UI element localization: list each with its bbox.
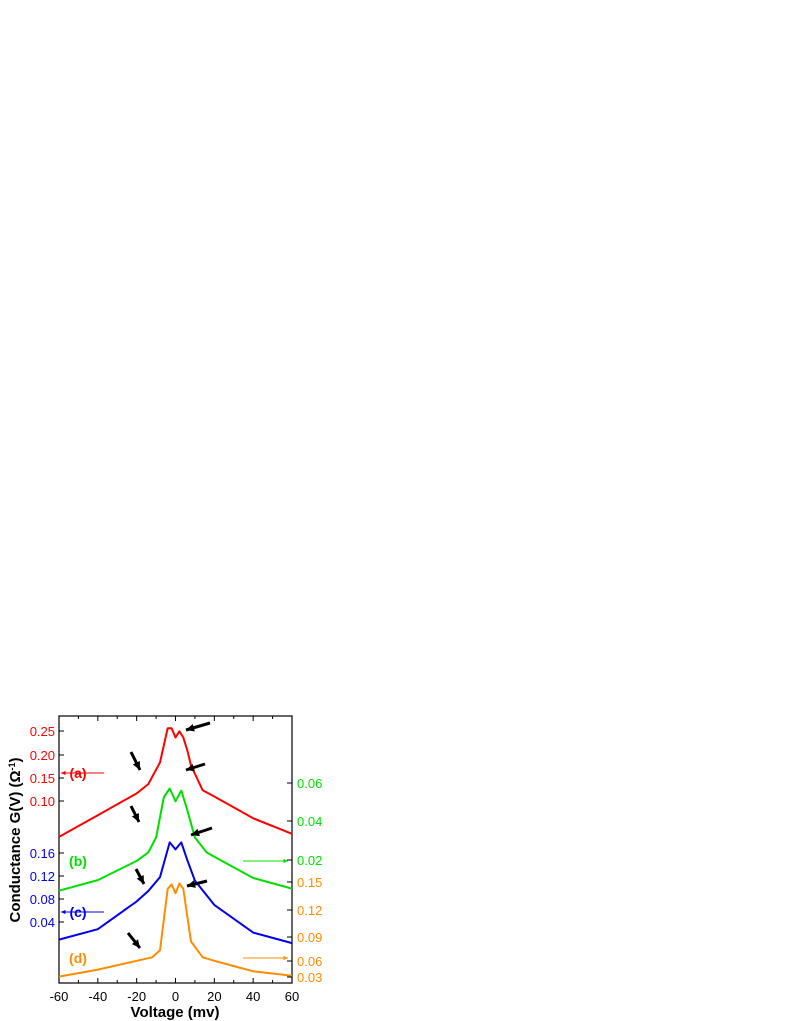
y-axis-title-main: Conductance G(V) (Ω xyxy=(7,770,24,922)
y-tick-label: 0.20 xyxy=(30,748,55,763)
axis-pointer-arrow-head xyxy=(283,858,288,864)
gap-marker-arrow-head xyxy=(191,828,200,837)
y-axis-title-sup: -1 xyxy=(7,762,17,770)
x-tick-label: -60 xyxy=(50,989,69,1004)
y-tick-label: 0.16 xyxy=(30,846,55,861)
x-tick-label: 20 xyxy=(207,989,221,1004)
series-line-b xyxy=(58,787,293,892)
y-tick-label: 0.06 xyxy=(297,776,322,791)
y-tick-label: 0.15 xyxy=(30,771,55,786)
gap-marker-arrow-head xyxy=(132,761,140,770)
x-tick-label: 60 xyxy=(285,989,299,1004)
x-tick-label: -20 xyxy=(127,989,146,1004)
y-tick-label: 0.12 xyxy=(297,903,322,918)
x-tick-label: -40 xyxy=(88,989,107,1004)
series-label-a: (a) xyxy=(69,765,86,781)
axis-pointer-arrow-head xyxy=(283,955,288,961)
series-line-c xyxy=(58,841,293,945)
series-label-c: (c) xyxy=(69,904,86,920)
y-axis-title: Conductance G(V) (Ω-1) xyxy=(7,757,24,922)
series-line-d xyxy=(58,882,293,978)
y-tick-label: 0.04 xyxy=(30,915,55,930)
gap-marker-arrow-head xyxy=(131,939,140,948)
arrow-markers xyxy=(61,721,288,961)
series-line-a xyxy=(58,727,293,838)
series-label-b: (b) xyxy=(69,853,87,869)
y-axis-title-close: ) xyxy=(7,757,24,762)
y-tick-label: 0.15 xyxy=(297,875,322,890)
x-tick-label: 0 xyxy=(172,989,179,1004)
gap-marker-arrow-head xyxy=(136,875,144,884)
series-label-d: (d) xyxy=(69,950,87,966)
axis-tick-labels: -60 -40 -20 0 20 40 600.250.200.150.10(a)0.060… xyxy=(30,724,323,1004)
axis-ticks xyxy=(58,716,293,983)
y-tick-label: 0.04 xyxy=(297,814,322,829)
gap-marker-arrow-head xyxy=(186,723,195,732)
y-tick-label: 0.25 xyxy=(30,724,55,739)
curves xyxy=(58,727,293,978)
y-tick-label: 0.06 xyxy=(297,954,322,969)
gap-marker-arrow-head xyxy=(187,880,196,888)
gap-marker-arrow-head xyxy=(131,813,139,822)
gap-marker-arrow-head xyxy=(186,763,195,772)
y-tick-label: 0.03 xyxy=(297,970,322,985)
x-axis-title: Voltage (mv) xyxy=(131,1004,220,1021)
y-tick-label: 0.02 xyxy=(297,853,322,868)
y-tick-label: 0.09 xyxy=(297,930,322,945)
axis-pointer-arrow-head xyxy=(61,909,66,915)
axis-pointer-arrow-head xyxy=(61,770,66,776)
x-tick-label: 40 xyxy=(246,989,260,1004)
y-tick-label: 0.12 xyxy=(30,869,55,884)
y-tick-label: 0.10 xyxy=(30,794,55,809)
y-tick-label: 0.08 xyxy=(30,892,55,907)
